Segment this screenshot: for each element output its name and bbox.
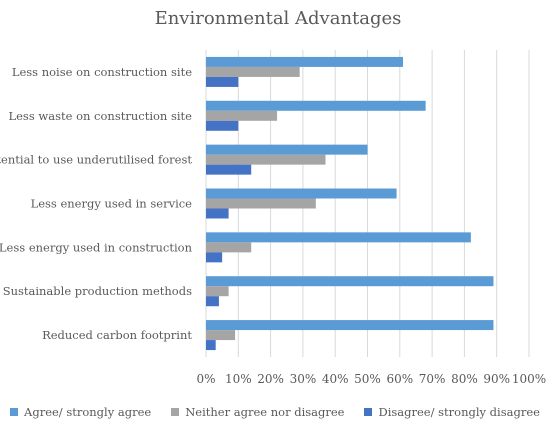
x-tick-10: 10% [225, 372, 252, 386]
category-label-less-energy-used-in-service: Less energy used in service [31, 197, 193, 211]
legend-item-neither: Neither agree nor disagree [171, 405, 344, 419]
chart-title: Environmental Advantages [155, 8, 402, 29]
bar-disagree-less-energy-used-in-construction [206, 252, 223, 263]
bar-neither-less-energy-used-in-construction [206, 242, 252, 253]
bar-disagree-sustainable-production-methods [206, 296, 219, 307]
legend-swatch-disagree [364, 408, 373, 416]
category-label-reduced-carbon-footprint: Reduced carbon footprint [42, 328, 192, 342]
category-label-potential-to-use-underutilised-forest: Potential to use underutilised forest [0, 153, 192, 167]
bar-neither-reduced-carbon-footprint [206, 330, 236, 341]
legend-swatch-neither [171, 408, 180, 416]
x-tick-30: 30% [290, 372, 317, 386]
legend-label-disagree: Disagree/ strongly disagree [378, 405, 540, 419]
legend-label-agree: Agree/ strongly agree [24, 405, 152, 419]
bar-neither-less-energy-used-in-service [206, 198, 316, 209]
bar-agree-less-noise-on-construction-site [206, 56, 404, 67]
bar-neither-less-waste-on-construction-site [206, 110, 278, 121]
bar-disagree-less-noise-on-construction-site [206, 76, 239, 87]
bar-agree-potential-to-use-underutilised-forest [206, 144, 368, 155]
category-labels: Less noise on construction site Less wast… [0, 65, 193, 342]
bar-agree-less-energy-used-in-service [206, 188, 397, 199]
bar-neither-potential-to-use-underutilised-forest [206, 154, 326, 165]
bar-agree-reduced-carbon-footprint [206, 320, 494, 331]
bar-neither-less-noise-on-construction-site [206, 66, 300, 77]
bar-neither-sustainable-production-methods [206, 286, 229, 297]
bar-disagree-less-energy-used-in-service [206, 208, 229, 219]
legend-swatch-agree [10, 408, 19, 416]
bar-disagree-reduced-carbon-footprint [206, 340, 216, 351]
x-tick-100: 100% [512, 372, 546, 386]
bar-disagree-potential-to-use-underutilised-forest [206, 164, 252, 175]
x-tick-40: 40% [322, 372, 349, 386]
category-label-less-waste-on-construction-site: Less waste on construction site [8, 109, 192, 123]
x-tick-50: 50% [354, 372, 381, 386]
legend-label-neither: Neither agree nor disagree [185, 405, 345, 419]
category-label-less-noise-on-construction-site: Less noise on construction site [12, 65, 192, 79]
x-tick-20: 20% [257, 372, 284, 386]
x-tick-60: 60% [386, 372, 413, 386]
bars [206, 56, 494, 351]
bar-agree-less-waste-on-construction-site [206, 100, 426, 111]
x-tick-labels: 0% 10% 20% 30% 40% 50% 60% 70% 80% 90% 100% [196, 372, 546, 386]
bar-agree-less-energy-used-in-construction [206, 232, 471, 243]
legend-item-disagree: Disagree/ strongly disagree [364, 405, 540, 419]
legend: Agree/ strongly agree Neither agree nor … [0, 404, 550, 420]
x-tick-80: 80% [451, 372, 478, 386]
legend-item-agree: Agree/ strongly agree [10, 405, 151, 419]
category-label-less-energy-used-in-construction: Less energy used in construction [0, 240, 193, 254]
bar-disagree-less-waste-on-construction-site [206, 120, 239, 131]
x-tick-70: 70% [419, 372, 446, 386]
category-label-sustainable-production-methods: Sustainable production methods [3, 284, 192, 298]
bar-agree-sustainable-production-methods [206, 276, 494, 287]
x-tick-90: 90% [483, 372, 510, 386]
x-tick-0: 0% [196, 372, 215, 386]
